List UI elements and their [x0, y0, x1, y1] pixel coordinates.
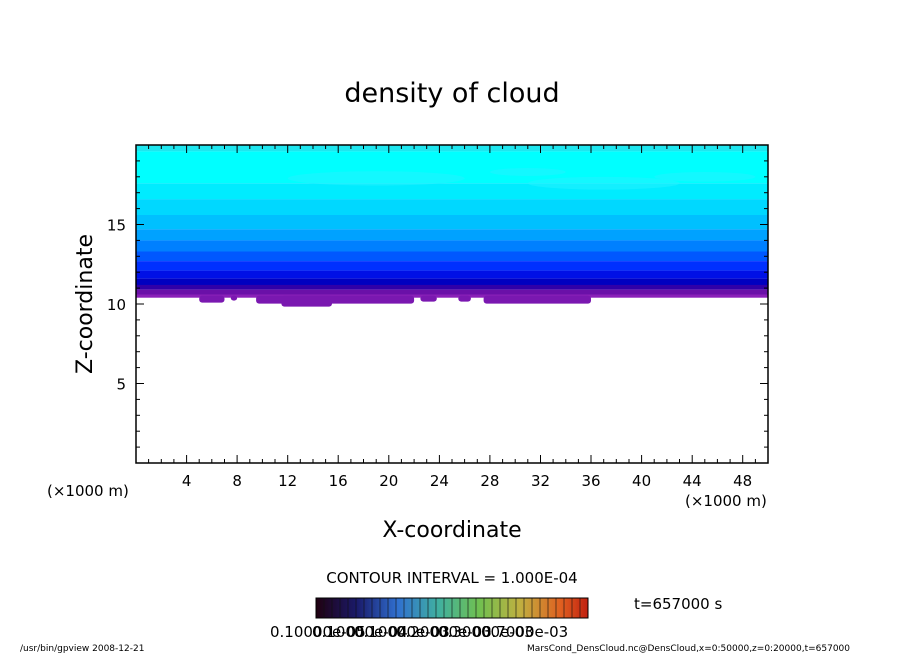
colorbar-labels: 0.10000e-050.10000e-040.10000e-030.20000…: [270, 623, 568, 641]
cloud-base-lobe-0: [199, 295, 225, 303]
footer-right: MarsCond_DensCloud.nc@DensCloud,x=0:5000…: [527, 644, 850, 654]
density-band-4: [136, 215, 768, 230]
colorbar-label: 0.7000e-03: [482, 623, 568, 641]
upper-swirl-1: [527, 176, 680, 190]
density-band-3: [136, 199, 768, 215]
upper-swirl-3: [654, 172, 756, 182]
density-band-6: [136, 240, 768, 252]
density-band-7: [136, 251, 768, 261]
upper-swirl-0: [287, 171, 465, 186]
contour-interval-label: CONTOUR INTERVAL = 1.000E-04: [326, 569, 577, 587]
density-texture: [199, 168, 756, 307]
x-axis-label: X-coordinate: [382, 518, 521, 543]
density-band-8: [136, 261, 768, 271]
footer-left: /usr/bin/gpview 2008-12-21: [20, 644, 144, 654]
chart-title: density of cloud: [344, 78, 559, 109]
x-unit-left: (×1000 m): [47, 482, 129, 500]
x-tick-label: 8: [232, 472, 242, 490]
colorbar-label: 0.10000e-04: [312, 623, 408, 641]
x-tick-label: 4: [182, 472, 192, 490]
cloud-base-lobe-2: [256, 295, 415, 304]
density-band-10: [136, 278, 768, 285]
z-axis-ticks: 5 10 15: [107, 160, 768, 448]
cloud-base-lobe-3: [281, 295, 332, 307]
x-tick-label: 44: [683, 472, 702, 490]
colorbar-contour-lines: [323, 598, 581, 618]
z-axis-label: Z-coordinate: [73, 234, 98, 374]
density-bands: [136, 145, 768, 298]
time-label: t=657000 s: [634, 595, 722, 613]
density-band-12: [136, 289, 768, 295]
upper-swirl-2: [489, 168, 566, 176]
x-tick-label: 40: [632, 472, 651, 490]
colorbar-label: 0.30000e-03: [438, 623, 534, 641]
x-unit-right: (×1000 m): [685, 492, 767, 510]
x-tick-label: 32: [531, 472, 550, 490]
colorbar-label: 0.20000e-03: [396, 623, 492, 641]
x-tick-label: 16: [329, 472, 348, 490]
x-tick-label: 24: [430, 472, 449, 490]
x-tick-label: 12: [278, 472, 297, 490]
density-band-9: [136, 270, 768, 279]
z-tick-label: 15: [107, 217, 126, 235]
density-band-5: [136, 229, 768, 241]
cloud-base-lobe-5: [458, 295, 471, 302]
cloud-base-lobe-1: [230, 295, 238, 301]
density-band-13: [136, 294, 768, 298]
cloud-base-lobe-6: [483, 295, 591, 304]
z-tick-label: 5: [116, 376, 126, 394]
x-tick-label: 28: [480, 472, 499, 490]
x-tick-label: 20: [379, 472, 398, 490]
colorbar-label: 0.10000e-03: [354, 623, 450, 641]
x-axis-ticks: 4 8 12 16 20 24 28 32 36 40 44 48: [148, 145, 756, 490]
x-tick-label: 48: [733, 472, 752, 490]
z-tick-label: 10: [107, 296, 126, 314]
cloud-base-lobe-4: [420, 295, 437, 302]
colorbar-label: 0.10000e-05: [270, 623, 366, 641]
x-tick-label: 36: [581, 472, 600, 490]
density-band-11: [136, 284, 768, 290]
plot-area: [136, 145, 768, 307]
